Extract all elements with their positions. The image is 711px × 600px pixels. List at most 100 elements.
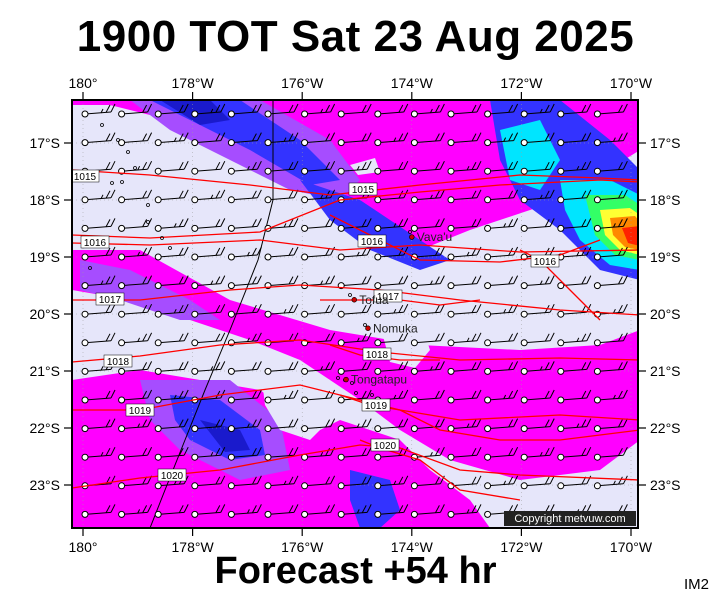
isobar-label: 1019 bbox=[125, 403, 155, 417]
wind-barb bbox=[557, 446, 592, 461]
lon-label-bottom: 174°W bbox=[391, 539, 434, 555]
wind-barb bbox=[447, 418, 482, 433]
wind-barb bbox=[520, 189, 555, 204]
isobar-label: 1016 bbox=[357, 234, 387, 248]
lon-label-top: 174°W bbox=[391, 75, 434, 91]
tick-layer bbox=[64, 92, 646, 536]
wind-barb bbox=[264, 446, 299, 461]
wind-barb bbox=[337, 103, 372, 118]
place-name: Tongatapu bbox=[351, 373, 407, 387]
isobar-value: 1016 bbox=[84, 238, 107, 249]
wind-barb bbox=[593, 446, 628, 461]
wind-barb bbox=[337, 446, 372, 461]
wind-barb bbox=[191, 132, 226, 147]
isobar-value: 1017 bbox=[377, 292, 400, 303]
wind-barb bbox=[227, 246, 262, 261]
lat-label-left: 19°S bbox=[29, 249, 60, 265]
lon-label-bottom: 170°W bbox=[610, 539, 653, 555]
place-name: Tofua bbox=[359, 293, 389, 307]
island-outline bbox=[354, 391, 358, 395]
wind-barb bbox=[557, 418, 592, 433]
wind-barb bbox=[593, 246, 628, 261]
wind-barb bbox=[484, 361, 519, 375]
lat-label-left: 22°S bbox=[29, 420, 60, 436]
wind-barb bbox=[484, 418, 519, 433]
wind-barb bbox=[301, 303, 336, 318]
wind-barb bbox=[264, 275, 299, 290]
wind-barb bbox=[337, 132, 372, 147]
isobar-value: 1018 bbox=[366, 350, 389, 361]
isobar-value: 1015 bbox=[74, 172, 97, 183]
island-outline bbox=[100, 123, 104, 127]
wind-barb bbox=[81, 332, 116, 347]
wind-barb bbox=[227, 303, 262, 318]
wind-barb bbox=[227, 160, 262, 175]
wind-barb bbox=[227, 475, 262, 490]
wind-barb bbox=[118, 332, 153, 347]
rain-hole-1 bbox=[350, 158, 380, 175]
wind-barb bbox=[484, 103, 519, 118]
wind-barb bbox=[337, 303, 372, 318]
wind-barb bbox=[557, 218, 592, 232]
isobar-value: 1019 bbox=[129, 406, 152, 417]
wind-barb bbox=[81, 132, 116, 147]
lat-label-right: 17°S bbox=[650, 135, 681, 151]
lon-label-bottom: 180° bbox=[69, 539, 98, 555]
rain-purple-west bbox=[80, 260, 220, 320]
wind-barb bbox=[118, 103, 153, 118]
wind-barb bbox=[447, 189, 482, 204]
wind-barb bbox=[301, 189, 336, 204]
lat-label-right: 23°S bbox=[650, 477, 681, 493]
wind-barb bbox=[227, 446, 262, 461]
island-outline bbox=[370, 393, 374, 397]
wind-barb bbox=[118, 446, 153, 461]
lon-label-bottom: 172°W bbox=[500, 539, 543, 555]
wind-barb bbox=[520, 446, 555, 461]
lat-label-right: 21°S bbox=[650, 363, 681, 379]
wind-barb bbox=[557, 160, 592, 175]
wind-barb bbox=[557, 132, 592, 147]
wind-barb bbox=[191, 218, 226, 232]
wind-barb bbox=[191, 246, 226, 261]
wind-barb bbox=[154, 103, 189, 118]
isobar-value: 1016 bbox=[534, 257, 557, 268]
wind-barb bbox=[301, 246, 336, 261]
rain-band-central bbox=[72, 250, 638, 480]
lat-label-left: 18°S bbox=[29, 192, 60, 208]
wind-barb bbox=[520, 160, 555, 175]
wind-barb bbox=[154, 446, 189, 461]
wind-barb bbox=[81, 303, 116, 318]
rain-red-northeast bbox=[622, 226, 638, 246]
isobar-label: 1019 bbox=[361, 398, 391, 412]
wind-barb bbox=[301, 418, 336, 433]
wind-barb bbox=[191, 361, 226, 375]
isobar-value: 1017 bbox=[99, 295, 122, 306]
wind-barb bbox=[557, 361, 592, 375]
wind-barb bbox=[484, 332, 519, 347]
wind-barb bbox=[520, 475, 555, 490]
wind-barb bbox=[154, 389, 189, 404]
wind-barb bbox=[118, 132, 153, 147]
isobar-value: 1019 bbox=[365, 401, 388, 412]
island-outline bbox=[146, 220, 150, 224]
wind-barb bbox=[447, 103, 482, 118]
island-outline bbox=[110, 181, 114, 185]
wind-barb-layer bbox=[81, 103, 628, 518]
wind-barb bbox=[484, 303, 519, 318]
wind-barb bbox=[227, 103, 262, 118]
isobar-label: 1016 bbox=[80, 235, 110, 249]
wind-barb bbox=[447, 332, 482, 347]
wind-barb bbox=[484, 189, 519, 204]
wind-barb bbox=[81, 103, 116, 118]
wind-barb bbox=[154, 504, 189, 518]
wind-barb bbox=[264, 389, 299, 404]
wind-barb bbox=[447, 275, 482, 290]
wind-barb bbox=[410, 389, 445, 404]
wind-barb bbox=[593, 160, 628, 175]
lat-label-left: 23°S bbox=[29, 477, 60, 493]
wind-barb bbox=[337, 389, 372, 404]
wind-barb bbox=[154, 361, 189, 375]
wind-barb bbox=[593, 189, 628, 204]
island-outline bbox=[348, 293, 352, 297]
wind-barb bbox=[337, 475, 372, 490]
